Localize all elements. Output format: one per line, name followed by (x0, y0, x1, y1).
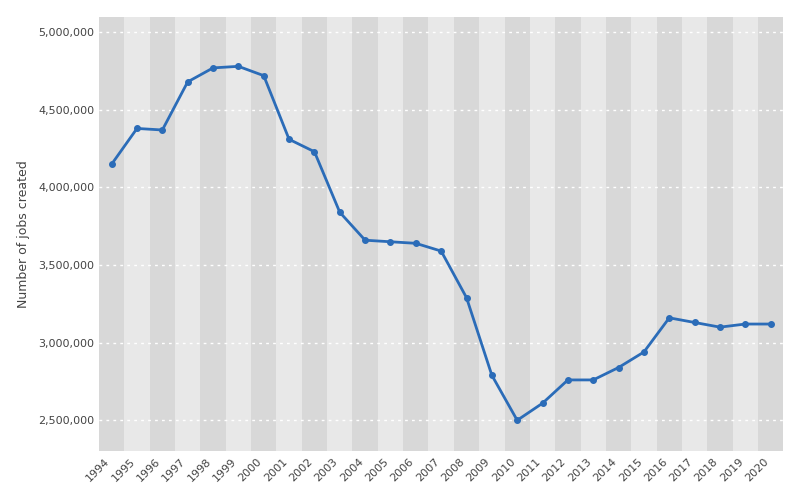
Bar (378, 16, 403, 452)
Y-axis label: Number of jobs created: Number of jobs created (17, 160, 30, 308)
Bar (302, 16, 327, 452)
Bar (251, 16, 277, 452)
Bar (682, 16, 707, 452)
Bar (733, 16, 758, 452)
Bar (631, 16, 657, 452)
Bar (530, 16, 555, 452)
Bar (429, 16, 454, 452)
Bar (758, 16, 783, 452)
Bar (353, 16, 378, 452)
Bar (327, 16, 353, 452)
Bar (479, 16, 505, 452)
Bar (226, 16, 251, 452)
Bar (175, 16, 200, 452)
Bar (657, 16, 682, 452)
Bar (150, 16, 175, 452)
Bar (555, 16, 581, 452)
Bar (200, 16, 226, 452)
Bar (403, 16, 429, 452)
Bar (124, 16, 150, 452)
Bar (581, 16, 606, 452)
Bar (707, 16, 733, 452)
Bar (454, 16, 479, 452)
Bar (277, 16, 302, 452)
Bar (505, 16, 530, 452)
Bar (606, 16, 631, 452)
Bar (99, 16, 124, 452)
